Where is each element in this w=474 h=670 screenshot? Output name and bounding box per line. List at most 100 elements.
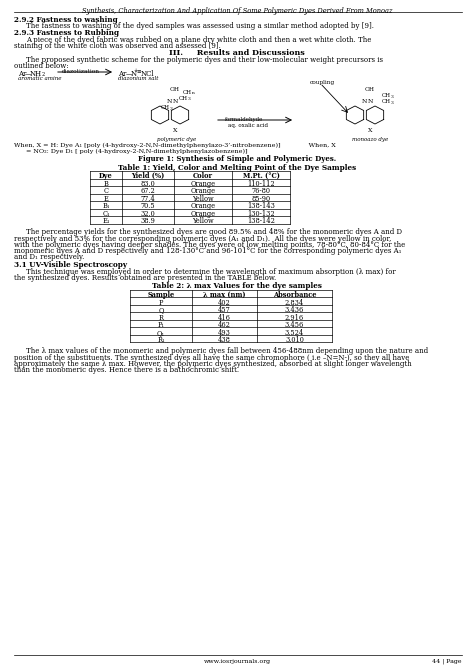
Text: aq. oxalic acid: aq. oxalic acid — [228, 123, 268, 127]
Text: aromatic amine: aromatic amine — [18, 76, 62, 81]
Text: Ar: Ar — [18, 70, 27, 78]
Text: 416: 416 — [218, 314, 231, 322]
Text: X: X — [368, 128, 373, 133]
Text: CH: CH — [161, 105, 170, 110]
Text: X: X — [173, 128, 177, 133]
Text: NCl: NCl — [141, 70, 155, 78]
Text: +: + — [133, 68, 137, 73]
Text: than the monomeric dyes. Hence there is a bathochromic shift.: than the monomeric dyes. Hence there is … — [14, 366, 239, 374]
Text: the synthesized dyes. Results obtained are presented in the TABLE below.: the synthesized dyes. Results obtained a… — [14, 274, 276, 282]
Text: coupling: coupling — [310, 80, 335, 85]
Text: www.iosrjournals.org: www.iosrjournals.org — [203, 659, 271, 664]
Text: 76-80: 76-80 — [252, 187, 271, 195]
Text: C₁: C₁ — [102, 210, 110, 218]
Text: 3: 3 — [391, 100, 394, 105]
Text: Orange: Orange — [191, 202, 216, 210]
Text: E₁: E₁ — [102, 217, 110, 225]
Text: and D₁ respectively.: and D₁ respectively. — [14, 253, 84, 261]
Text: —: — — [126, 70, 133, 78]
Text: Orange: Orange — [191, 180, 216, 188]
Text: 130-132: 130-132 — [247, 210, 275, 218]
Text: Yield (%): Yield (%) — [131, 172, 164, 180]
Text: R: R — [158, 314, 164, 322]
Text: III.     Results and Discussions: III. Results and Discussions — [169, 49, 305, 57]
Text: ≡: ≡ — [136, 68, 141, 74]
Text: The fastness to washing of the dyed samples was assessed using a similar method : The fastness to washing of the dyed samp… — [26, 23, 374, 31]
Text: B: B — [103, 180, 109, 188]
Text: Synthesis, Characterization And Application Of Some Polymeric Dyes Derived From : Synthesis, Characterization And Applicat… — [82, 7, 392, 15]
Text: position of the substituents. The synthesized dyes all have the same chromophore: position of the substituents. The synthe… — [14, 354, 410, 362]
Text: formaldehyde: formaldehyde — [225, 117, 264, 122]
Text: 138-142: 138-142 — [247, 217, 275, 225]
Text: M.Pt. (°C): M.Pt. (°C) — [243, 172, 280, 180]
Text: C: C — [103, 187, 109, 195]
Text: 83.0: 83.0 — [141, 180, 155, 188]
Text: The proposed synthetic scheme for the polymeric dyes and their low-molecular wei: The proposed synthetic scheme for the po… — [26, 56, 383, 64]
Text: diazonium salt: diazonium salt — [118, 76, 158, 81]
Text: 3: 3 — [391, 94, 394, 98]
Text: monoazo dye: monoazo dye — [352, 137, 388, 142]
Text: N: N — [173, 99, 178, 104]
Text: 3.456: 3.456 — [285, 321, 304, 329]
Text: 38.9: 38.9 — [141, 217, 155, 225]
Text: 2.9.3 Fastness to Rubbing: 2.9.3 Fastness to Rubbing — [14, 29, 119, 37]
Text: Dye: Dye — [99, 172, 113, 180]
Text: This technique was employed in order to determine the wavelength of maximum abso: This technique was employed in order to … — [26, 268, 396, 276]
Text: Yellow: Yellow — [192, 195, 214, 203]
Text: Table 2: λ max Values for the dye samples: Table 2: λ max Values for the dye sample… — [152, 283, 322, 291]
Text: 2: 2 — [42, 72, 45, 76]
Text: CH: CH — [183, 90, 192, 95]
Text: Figure 1: Synthesis of Simple and Polymeric Dyes.: Figure 1: Synthesis of Simple and Polyme… — [138, 155, 336, 163]
Text: 3: 3 — [170, 107, 173, 111]
Text: 457: 457 — [218, 306, 231, 314]
Text: N: N — [167, 99, 173, 104]
Text: OH: OH — [170, 87, 180, 92]
Text: P₁: P₁ — [157, 321, 164, 329]
Text: Absorbance: Absorbance — [273, 291, 316, 299]
Text: Table 1: Yield, Color and Melting Point of the Dye Samples: Table 1: Yield, Color and Melting Point … — [118, 163, 356, 172]
Text: n: n — [192, 92, 195, 96]
Text: 67.2: 67.2 — [141, 187, 155, 195]
Text: E: E — [103, 195, 109, 203]
Text: Sample: Sample — [147, 291, 174, 299]
Text: Ar: Ar — [118, 70, 127, 78]
Text: 70.5: 70.5 — [141, 202, 155, 210]
Text: CH: CH — [179, 96, 188, 101]
Text: Q₁: Q₁ — [157, 329, 165, 337]
Text: 2.9.2 Fastness to washing: 2.9.2 Fastness to washing — [14, 16, 118, 24]
Text: —: — — [25, 70, 32, 78]
Text: 402: 402 — [218, 299, 231, 307]
Text: OH: OH — [365, 87, 375, 92]
Text: 3.010: 3.010 — [285, 336, 304, 344]
Text: 3: 3 — [188, 98, 191, 101]
Text: Orange: Orange — [191, 210, 216, 218]
Text: 3.1 UV-Visible Spectroscopy: 3.1 UV-Visible Spectroscopy — [14, 261, 127, 269]
Text: 138-143: 138-143 — [247, 202, 275, 210]
Text: 32.0: 32.0 — [141, 210, 155, 218]
Text: 438: 438 — [218, 336, 231, 344]
Text: 44 | Page: 44 | Page — [432, 659, 462, 665]
Text: 2.916: 2.916 — [285, 314, 304, 322]
Text: monomeric dyes A and D respectively and 128-130°C and 96-101°C for the correspon: monomeric dyes A and D respectively and … — [14, 247, 401, 255]
Text: CH: CH — [382, 93, 391, 98]
Text: 77.4: 77.4 — [141, 195, 155, 203]
Text: λ max (nm): λ max (nm) — [203, 291, 246, 299]
Text: A piece of the dyed fabric was rubbed on a plane dry white cloth and then a wet : A piece of the dyed fabric was rubbed on… — [26, 36, 371, 44]
Text: polymeric dye: polymeric dye — [157, 137, 196, 142]
Text: R₁: R₁ — [157, 336, 165, 344]
Text: respectively and 53% for the corresponding polymeric dyes (A₁ and D₁).  All the : respectively and 53% for the correspondi… — [14, 234, 392, 243]
Text: 3.524: 3.524 — [285, 329, 304, 337]
Text: diazotization: diazotization — [62, 69, 100, 74]
Text: The percentage yields for the synthesized dyes are good 89.5% and 48% for the mo: The percentage yields for the synthesize… — [26, 228, 402, 237]
Text: NH: NH — [30, 70, 42, 78]
Text: P: P — [159, 299, 163, 307]
Text: When, X = H: Dye A₁ [poly (4-hydroxy-2-N,N-dimethylphenylazo-3’-nitrobenzene)]  : When, X = H: Dye A₁ [poly (4-hydroxy-2-N… — [14, 143, 336, 148]
Text: N: N — [131, 70, 137, 78]
Text: approximately the same λ max. However, the polymeric dyes synthesized, absorbed : approximately the same λ max. However, t… — [14, 360, 411, 368]
Text: Orange: Orange — [191, 187, 216, 195]
Text: N: N — [362, 99, 367, 104]
Text: CH: CH — [382, 99, 391, 104]
Text: 110-112: 110-112 — [247, 180, 275, 188]
Text: N: N — [368, 99, 374, 104]
Text: 2.834: 2.834 — [285, 299, 304, 307]
